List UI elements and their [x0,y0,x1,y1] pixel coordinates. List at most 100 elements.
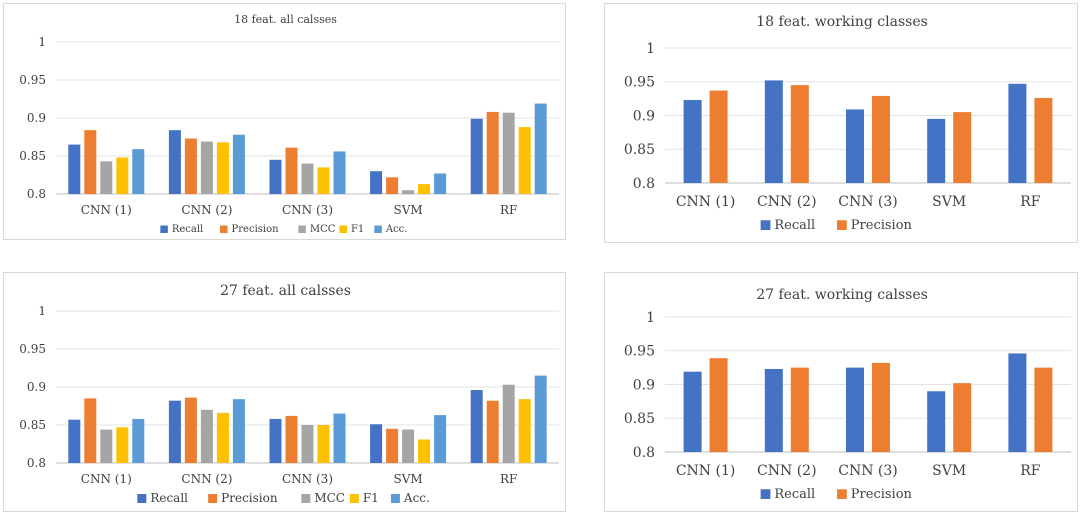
y-tick-label: 0.95 [624,75,655,91]
x-category-label: SVM [394,203,423,217]
x-category-label: RF [500,203,517,217]
x-category-label: RF [1020,194,1041,210]
x-category-label: CNN (2) [181,203,232,217]
y-tick-label: 0.9 [633,377,655,393]
bar-precision-cnn-1 [84,130,97,194]
y-tick-label: 0.85 [624,411,655,427]
legend-swatch-precision [208,494,218,503]
bar-precision-cnn-3 [872,362,890,452]
x-category-label: CNN (2) [757,463,817,479]
bar-recall-svm [927,118,946,183]
y-tick-label: 1 [646,310,655,326]
chart-27-feat-all-classes: 27 feat. all calsses 0.8 0.85 0.9 0.95 1 CNN (… [19,283,559,505]
bar-recall-cnn-1 [683,371,702,452]
bar-f1-cnn-1 [116,157,129,194]
legend-label-mcc: MCC [310,224,336,235]
legend-swatch-f1 [339,225,347,233]
bar-precision-rf [1034,367,1053,452]
y-tick-label: 0.9 [27,111,46,125]
bar-precision-cnn-1 [84,398,97,463]
chart-title: 27 feat. all calsses [220,283,351,299]
legend-swatch-recall [760,489,771,499]
legend-swatch-acc [374,225,382,233]
y-tick-label: 0.95 [19,73,46,87]
bar-recall-svm [370,171,383,194]
bar-mcc-rf [502,112,515,194]
bar-precision-cnn-1 [709,358,728,452]
y-tick-label: 0.95 [19,342,46,356]
bar-acc-rf [534,103,547,194]
legend-swatch-mcc [298,225,306,233]
legend-label-precision: Precision [851,487,913,502]
bar-precision-cnn-3 [285,147,298,194]
y-tick-label: 0.85 [624,142,655,158]
chart-title: 18 feat. all calsses [234,13,337,26]
bar-recall-svm [370,424,383,463]
bar-recall-cnn-2 [168,130,181,194]
bar-precision-cnn-2 [790,85,809,183]
bar-precision-cnn-3 [285,415,298,463]
bar-recall-cnn-2 [168,400,181,463]
x-category-label: CNN (3) [282,203,333,217]
y-tick-label: 0.9 [633,108,655,124]
chart-panel-18-feat-all: 18 feat. all calsses 0.8 0.85 0.9 0.95 1 CNN (… [3,3,566,240]
y-tick-label: 0.95 [624,344,655,360]
x-category-label: SVM [932,194,966,210]
y-tick-label: 0.85 [19,418,46,432]
bar-f1-cnn-2 [216,142,229,194]
bar-recall-cnn-1 [683,99,702,183]
legend-label-f1: F1 [351,224,364,235]
bar-precision-svm [386,177,399,194]
bar-acc-svm [434,173,447,194]
legend-swatch-acc [390,494,400,503]
bar-mcc-rf [502,384,515,463]
legend-swatch-recall [137,494,147,503]
bar-recall-cnn-3 [269,418,282,463]
chart-18-feat-working-classes: 18 feat. working classes 0.8 0.85 0.9 0.95 1 C… [624,14,1071,233]
x-category-label: RF [1020,463,1041,479]
chart-panel-27-feat-working: 27 feat. working calsses 0.8 0.85 0.9 0.95 1 C… [604,272,1078,512]
bar-acc-cnn-2 [232,134,245,194]
bar-mcc-svm [402,429,415,463]
bar-f1-rf [518,127,531,194]
x-category-label: CNN (1) [676,194,736,210]
x-category-label: CNN (2) [757,194,817,210]
legend-label-acc: Acc. [385,224,408,235]
y-tick-label: 1 [38,304,46,318]
bar-acc-svm [434,415,447,463]
bar-precision-cnn-3 [872,95,890,183]
bar-acc-cnn-3 [333,151,346,194]
chart-title: 27 feat. working calsses [756,287,928,303]
bar-recall-rf [470,118,483,194]
bar-precision-cnn-2 [184,397,197,463]
bar-precision-cnn-1 [709,90,728,183]
bar-mcc-svm [402,190,415,194]
bar-precision-cnn-2 [184,138,197,194]
y-tick-label: 0.8 [27,187,46,201]
chart-27-feat-working-classes: 27 feat. working calsses 0.8 0.85 0.9 0.95 1 C… [624,287,1071,502]
x-category-label: CNN (3) [282,472,333,486]
x-category-label: CNN (3) [838,463,898,479]
bar-mcc-cnn-1 [100,161,113,194]
legend-label-recall: Recall [774,487,815,502]
bar-acc-rf [534,375,547,463]
bar-precision-svm [953,112,972,183]
bar-recall-cnn-1 [68,144,81,194]
legend-swatch-precision [837,489,847,499]
legend-label-acc: Acc. [403,491,430,505]
legend-swatch-f1 [349,494,359,503]
bar-recall-svm [927,391,946,452]
bar-acc-cnn-1 [132,149,145,194]
bar-f1-cnn-1 [116,427,129,463]
bar-precision-rf [486,111,499,194]
legend-label-precision: Precision [221,491,278,505]
bar-precision-cnn-2 [790,367,809,452]
bar-f1-svm [418,184,431,194]
x-category-label: CNN (3) [838,194,898,210]
bar-precision-svm [953,383,972,452]
y-tick-label: 1 [646,41,655,57]
legend-label-precision: Precision [851,218,913,233]
x-category-label: SVM [394,472,423,486]
y-tick-label: 0.85 [19,149,46,163]
y-tick-label: 0.8 [633,176,655,192]
